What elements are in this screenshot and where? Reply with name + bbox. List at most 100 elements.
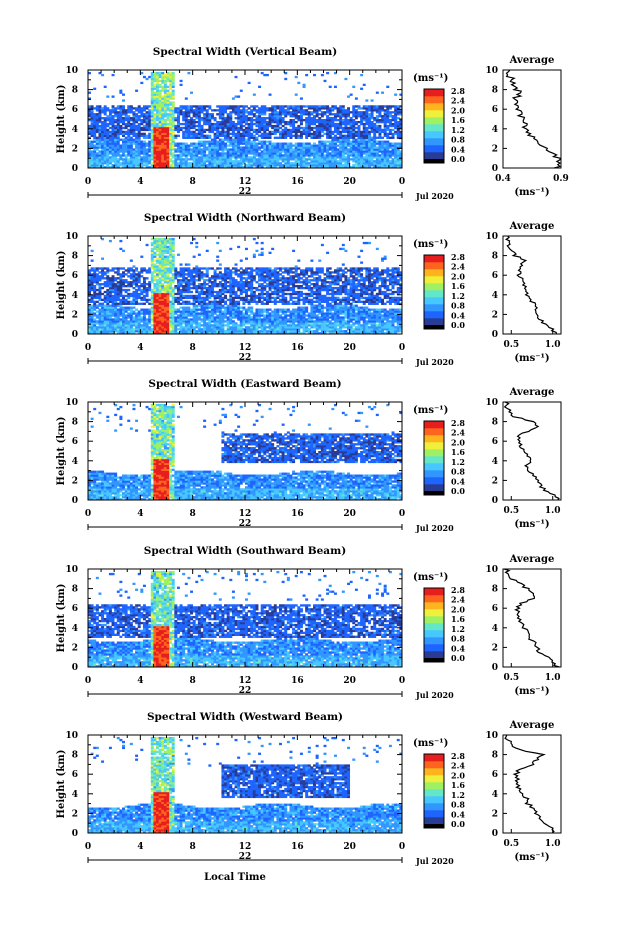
heatmap-cell: [95, 115, 99, 118]
heatmap-cell: [197, 253, 201, 256]
heatmap-cell: [326, 148, 330, 151]
colorbar-swatch: [424, 131, 444, 139]
heatmap-cell: [158, 89, 162, 92]
heatmap-cell: [237, 152, 241, 155]
heatmap-cell: [135, 124, 139, 128]
heatmap-cell: [103, 166, 107, 169]
heatmap-cell: [294, 109, 298, 112]
heatmap-cell: [245, 119, 248, 122]
heatmap-cell: [396, 162, 400, 165]
heatmap-cell: [108, 314, 112, 317]
heatmap-cell: [294, 120, 298, 124]
heatmap-cell: [137, 156, 141, 159]
heatmap-cell: [383, 124, 387, 128]
heatmap-cell: [247, 130, 251, 134]
heatmap-cell: [137, 310, 141, 313]
heatmap-cell: [106, 128, 110, 132]
heatmap-cell: [289, 150, 293, 153]
heatmap-cell: [247, 150, 251, 153]
heatmap-cell: [176, 314, 180, 317]
heatmap-cell: [192, 119, 196, 122]
heatmap-cell: [279, 158, 282, 161]
heatmap-cell: [362, 83, 366, 87]
heatmap-cell: [140, 113, 144, 116]
heatmap-cell: [260, 166, 264, 169]
heatmap-cell: [90, 326, 94, 329]
heatmap-cell: [132, 152, 136, 155]
heatmap-cell: [200, 132, 204, 136]
y-tick-label: 4: [72, 125, 78, 135]
heatmap-cell: [153, 77, 157, 81]
heatmap-cell: [176, 122, 180, 126]
heatmap-cell: [101, 142, 105, 145]
heatmap-cell: [166, 150, 170, 153]
heatmap-cell: [208, 134, 212, 137]
heatmap-cell: [252, 107, 256, 110]
heatmap-cell: [378, 144, 382, 147]
heatmap-cell: [294, 117, 298, 120]
heatmap-cell: [218, 146, 222, 149]
heatmap-cell: [307, 134, 311, 137]
heatmap-cell: [184, 146, 188, 149]
heatmap-cell: [250, 136, 254, 139]
heatmap-cell: [135, 136, 139, 139]
heatmap-cell: [229, 162, 233, 165]
heatmap-cell: [156, 134, 159, 137]
heatmap-cell: [190, 120, 194, 124]
heatmap-cell: [252, 156, 256, 159]
heatmap-cell: [88, 294, 91, 298]
heatmap-cell: [299, 146, 303, 149]
heatmap-cell: [203, 152, 207, 155]
heatmap-cell: [383, 111, 387, 114]
heatmap-cell: [234, 122, 238, 126]
heatmap-cell: [299, 107, 303, 110]
heatmap-cell: [352, 136, 356, 139]
heatmap-cell: [328, 107, 332, 110]
heatmap-cell: [190, 124, 194, 128]
heatmap-cell: [176, 142, 180, 145]
heatmap-cell: [135, 140, 139, 143]
heatmap-cell: [129, 111, 133, 114]
heatmap-cell: [127, 154, 131, 157]
heatmap-cell: [119, 326, 123, 329]
heatmap-cell: [344, 120, 348, 124]
heatmap-cell: [122, 324, 125, 327]
heatmap-cell: [286, 128, 290, 132]
heatmap-cell: [370, 148, 374, 151]
heatmap-cell: [161, 162, 165, 165]
heatmap-cell: [197, 124, 201, 128]
heatmap-cell: [174, 150, 178, 153]
heatmap-cell: [367, 132, 371, 136]
heatmap-cell: [114, 292, 118, 296]
heatmap-cell: [213, 122, 217, 126]
heatmap-cell: [229, 140, 233, 143]
heatmap-cell: [174, 166, 178, 169]
heatmap-cell: [357, 166, 361, 169]
heatmap-cell: [281, 130, 285, 134]
heatmap-cell: [378, 132, 382, 136]
heatmap-cell: [163, 113, 167, 116]
heatmap-cell: [122, 138, 125, 141]
heatmap-cell: [263, 144, 267, 147]
heatmap-cell: [318, 126, 322, 130]
heatmap-cell: [187, 105, 191, 108]
heatmap-cell: [231, 140, 235, 143]
heatmap-cell: [242, 146, 246, 149]
colorbar-tick-label: 1.2: [451, 125, 465, 135]
heatmap-cell: [218, 134, 222, 137]
heatmap-cell: [326, 132, 330, 136]
heatmap-cell: [265, 124, 269, 128]
heatmap-cell: [103, 324, 107, 327]
heatmap-cell: [229, 115, 233, 118]
heatmap-cell: [137, 117, 141, 120]
heatmap-cell: [103, 285, 107, 288]
heatmap-cell: [98, 332, 102, 335]
colorbar-swatch: [424, 89, 444, 97]
heatmap-cell: [354, 154, 358, 157]
heatmap-cell: [101, 332, 105, 335]
heatmap-cell: [93, 132, 97, 136]
heatmap-cell: [129, 160, 133, 163]
heatmap-cell: [326, 160, 330, 163]
heatmap-cell: [203, 154, 207, 157]
heatmap-cell: [381, 117, 385, 120]
